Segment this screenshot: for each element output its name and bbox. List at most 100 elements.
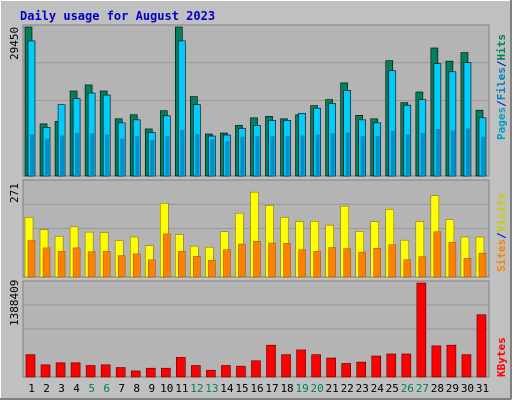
- x-tick-label-day-22: 22: [341, 382, 354, 395]
- x-tick-label-day-15: 15: [235, 382, 248, 395]
- bar-kbytes-day-1: [25, 354, 36, 378]
- bar-pages-day-15: [240, 136, 245, 176]
- legend-hits: Hits: [495, 34, 508, 61]
- x-tick-label-day-24: 24: [371, 382, 385, 395]
- bar-kbytes-day-30: [461, 354, 472, 378]
- bar-kbytes-day-6: [100, 364, 111, 378]
- bar-pages-day-30: [465, 128, 470, 176]
- bar-kbytes-day-29: [446, 344, 457, 378]
- bar-sites-day-16: [253, 240, 261, 278]
- bar-kbytes-day-18: [281, 354, 291, 378]
- bar-kbytes-day-20: [311, 354, 321, 378]
- legend-slash-2: /: [495, 60, 508, 67]
- x-tick-label-day-7: 7: [118, 382, 125, 395]
- bar-sites-day-1: [27, 240, 36, 278]
- x-tick-label-day-1: 1: [28, 382, 35, 395]
- bar-sites-day-26: [403, 259, 412, 278]
- x-tick-label-day-17: 17: [265, 382, 278, 395]
- bar-pages-day-14: [225, 141, 230, 176]
- x-tick-label-day-30: 30: [461, 382, 474, 395]
- x-tick-label-day-12: 12: [190, 382, 203, 395]
- bar-sites-day-28: [433, 231, 442, 278]
- bar-kbytes-day-7: [115, 367, 126, 378]
- legend-slash-1: /: [495, 100, 508, 107]
- bar-pages-day-16: [255, 136, 260, 176]
- bar-pages-day-8: [135, 136, 140, 176]
- x-tick-label-day-4: 4: [73, 382, 80, 395]
- bar-sites-day-11: [178, 251, 186, 278]
- bar-kbytes-day-13: [206, 369, 216, 378]
- x-tick-label-day-25: 25: [386, 382, 399, 395]
- bar-sites-day-22: [343, 248, 351, 278]
- bar-pages-day-18: [285, 136, 290, 176]
- bar-pages-day-4: [75, 132, 80, 176]
- bars-layer: [24, 26, 487, 378]
- middle-panel-max-label: 271: [8, 183, 21, 203]
- x-tick-label-day-6: 6: [103, 382, 110, 395]
- bar-sites-day-12: [193, 256, 201, 278]
- bar-sites-day-27: [418, 256, 427, 278]
- x-tick-label-day-8: 8: [133, 382, 140, 395]
- bar-pages-day-3: [60, 135, 65, 176]
- bar-kbytes-day-22: [341, 363, 351, 378]
- legend-pages: Pages: [495, 107, 508, 140]
- bar-sites-day-21: [328, 247, 336, 278]
- x-tick-label-day-21: 21: [326, 382, 339, 395]
- bar-kbytes-day-23: [356, 361, 367, 378]
- bar-pages-day-31: [480, 136, 485, 176]
- bar-kbytes-day-14: [221, 365, 231, 378]
- bar-pages-day-26: [405, 134, 410, 176]
- bar-sites-day-3: [57, 251, 66, 278]
- x-tick-label-day-23: 23: [356, 382, 369, 395]
- bar-pages-day-1: [30, 134, 34, 176]
- bar-sites-day-19: [298, 249, 306, 278]
- bar-sites-day-31: [478, 252, 487, 278]
- bar-kbytes-day-3: [55, 362, 66, 378]
- x-tick-label-day-20: 20: [311, 382, 324, 395]
- legend-visits: Visits: [495, 193, 508, 233]
- bar-pages-day-2: [45, 138, 50, 176]
- bar-kbytes-day-16: [251, 360, 261, 378]
- bar-pages-day-27: [420, 132, 425, 176]
- top-panel-legend: Pages/Files/Hits: [495, 34, 508, 140]
- x-tick-label-day-31: 31: [476, 382, 489, 395]
- bar-sites-day-24: [373, 248, 381, 278]
- bar-sites-day-18: [283, 243, 291, 278]
- x-tick-label-day-16: 16: [250, 382, 263, 395]
- bar-kbytes-day-27: [416, 282, 427, 378]
- bottom-panel-legend: KBytes: [495, 337, 508, 377]
- bar-sites-day-8: [132, 253, 141, 278]
- x-tick-label-day-14: 14: [220, 382, 234, 395]
- bar-kbytes-day-24: [371, 355, 382, 378]
- x-tick-label-day-5: 5: [88, 382, 95, 395]
- bar-pages-day-20: [315, 134, 320, 176]
- bar-pages-day-7: [120, 138, 125, 176]
- bar-sites-day-20: [313, 251, 321, 278]
- bar-sites-day-17: [268, 242, 276, 278]
- x-tick-label-day-27: 27: [416, 382, 429, 395]
- bar-pages-day-25: [390, 130, 395, 176]
- bar-pages-day-9: [150, 140, 155, 176]
- bar-sites-day-4: [72, 247, 81, 278]
- x-tick-label-day-10: 10: [160, 382, 173, 395]
- bar-kbytes-day-28: [431, 345, 442, 378]
- bar-kbytes-day-5: [85, 365, 96, 378]
- graph-title: Daily usage for August 2023: [20, 9, 215, 23]
- bar-sites-day-13: [208, 259, 216, 278]
- bar-sites-day-25: [388, 244, 397, 278]
- bar-sites-day-6: [102, 251, 111, 278]
- bar-kbytes-day-10: [160, 367, 171, 378]
- x-axis-labels: 1 2 3 4 5 6 7 8 9 10 11 12 13 14 15 16 17 18 19 20 21 22 23 24 2…: [28, 382, 489, 395]
- bar-sites-day-29: [448, 242, 457, 278]
- bar-sites-day-30: [463, 258, 472, 278]
- bar-pages-day-29: [450, 130, 455, 176]
- bar-kbytes-day-15: [236, 365, 246, 378]
- x-tick-label-day-28: 28: [431, 382, 444, 395]
- bar-pages-day-19: [300, 135, 305, 176]
- bar-pages-day-11: [180, 129, 185, 176]
- bar-kbytes-day-9: [145, 367, 156, 378]
- bar-pages-day-6: [105, 134, 110, 176]
- legend-files: Files: [495, 67, 508, 100]
- x-tick-label-day-11: 11: [175, 382, 188, 395]
